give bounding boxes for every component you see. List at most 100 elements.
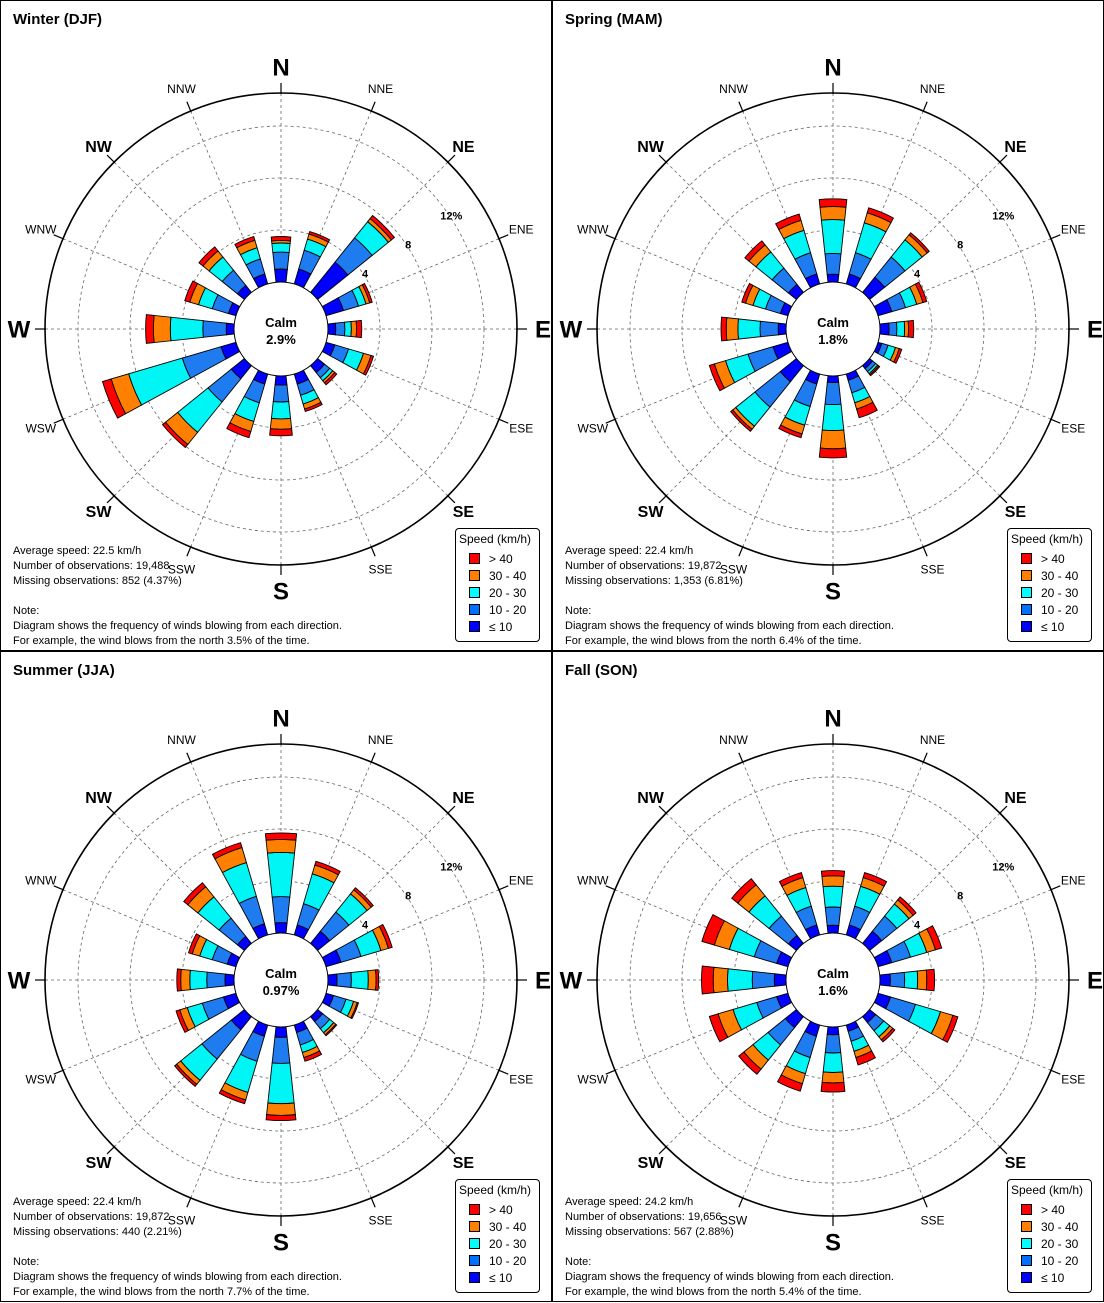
compass-label-ese: ESE <box>1061 422 1085 436</box>
petal-segment-n-bin2 <box>820 219 846 255</box>
petal-segment-sw-bin4 <box>738 1051 762 1075</box>
petal-segment-nnw-bin4 <box>211 842 243 860</box>
stat-missing: Missing observations: 1,353 (6.81%) <box>565 575 743 587</box>
petal-segment-w-bin2 <box>189 969 208 991</box>
legend-item: 20 - 30 <box>1021 586 1078 602</box>
calm-value: 1.8% <box>818 332 848 347</box>
legend-label: > 40 <box>1041 552 1065 566</box>
petal-segment-ese-bin4 <box>350 1001 360 1020</box>
compass-tick <box>106 494 116 504</box>
legend-label: 10 - 20 <box>1041 603 1079 617</box>
legend-item: ≤ 10 <box>469 620 512 636</box>
speed-legend: Speed (km/h) > 40 30 - 40 20 - 30 10 - 20 ≤ 1… <box>1007 528 1092 642</box>
legend-swatch <box>1021 604 1032 616</box>
compass-label-w: W <box>8 967 31 994</box>
compass-label-e: E <box>535 316 551 343</box>
petal-segment-s-bin2 <box>821 403 845 432</box>
petal-segment-sse-bin4 <box>303 401 323 413</box>
petal-segment-n-bin0 <box>274 922 288 934</box>
petal-segment-nne-bin4 <box>862 871 888 887</box>
legend-label: 30 - 40 <box>1041 1220 1079 1234</box>
compass-label-se: SE <box>1005 504 1027 521</box>
legend-swatch <box>469 604 480 616</box>
compass-label-ene: ENE <box>1061 874 1086 888</box>
legend-label: 30 - 40 <box>1041 569 1079 583</box>
compass-tick <box>497 234 509 240</box>
legend-swatch <box>1021 587 1032 599</box>
petal-segment-e-bin1 <box>336 972 352 988</box>
note-block: Note: Diagram shows the frequency of wind… <box>13 604 342 649</box>
note-line2: For example, the wind blows from the nor… <box>565 1286 862 1298</box>
compass-tick <box>605 1069 617 1075</box>
petal-segment-e-bin3 <box>350 320 358 338</box>
note-line2: For example, the wind blows from the nor… <box>13 1286 310 1298</box>
legend-label: > 40 <box>489 552 513 566</box>
petal-segment-nw-bin4 <box>198 246 219 267</box>
compass-label-sw: SW <box>638 504 665 521</box>
calm-value: 1.6% <box>818 983 848 998</box>
legend-label: ≤ 10 <box>1041 620 1065 634</box>
stat-observations: Number of observations: 19,872 <box>565 560 722 572</box>
grid-ring <box>181 229 381 429</box>
compass-label-e: E <box>1087 316 1103 343</box>
calm-label: Calm <box>817 315 849 330</box>
compass-tick <box>370 101 376 113</box>
legend-item: 20 - 30 <box>469 1237 526 1253</box>
legend-label: ≤ 10 <box>489 620 513 634</box>
petal-segment-s-bin1 <box>824 381 842 406</box>
petal-segment-s-bin4 <box>269 428 293 437</box>
petal-segment-sw-bin4 <box>161 421 189 449</box>
compass-label-ne: NE <box>1004 790 1027 807</box>
compass-label-nne: NNE <box>368 82 393 96</box>
legend-item: > 40 <box>469 552 513 568</box>
compass-tick <box>605 234 617 240</box>
note-line2: For example, the wind blows from the nor… <box>565 635 862 647</box>
petal-segment-s-bin4 <box>820 1081 846 1093</box>
compass-label-wnw: WNW <box>25 874 57 888</box>
legend-item: ≤ 10 <box>1021 620 1064 636</box>
legend-item: 10 - 20 <box>1021 1254 1078 1270</box>
petal-segment-wnw-bin4 <box>741 282 754 304</box>
compass-tick <box>53 885 65 891</box>
petal-segment-nne-bin4 <box>308 230 331 243</box>
petal-segment-wnw-bin4 <box>184 280 199 303</box>
compass-label-n: N <box>824 705 841 732</box>
petal-segment-wsw-bin4 <box>175 1009 189 1033</box>
note-line1: Diagram shows the frequency of winds blo… <box>13 620 342 632</box>
note-line1: Diagram shows the frequency of winds blo… <box>565 1271 894 1283</box>
grid-spoke <box>876 346 1052 420</box>
compass-label-sse: SSE <box>920 562 944 576</box>
panel-spring: Spring (MAM) Calm 1.8% 4 8 12% N NNE NE ENE E ESE SE… <box>552 0 1104 651</box>
compass-label-nnw: NNW <box>719 82 748 96</box>
stat-missing: Missing observations: 440 (2.21%) <box>13 1226 182 1238</box>
petal-segment-w-bin4 <box>176 968 182 992</box>
compass-tick <box>922 545 928 557</box>
petal-segment-sse-bin4 <box>303 1050 323 1062</box>
wind-rose-svg: Calm0.97%4812%NNNENEENEEESESESSESSSWSWWS… <box>8 705 551 1256</box>
petal-segment-w-bin1 <box>759 320 780 338</box>
legend-item: 20 - 30 <box>469 586 526 602</box>
speed-legend: Speed (km/h) > 40 30 - 40 20 - 30 10 - 20 ≤ 1… <box>1007 1179 1092 1293</box>
petal-segment-s-bin1 <box>824 1033 842 1054</box>
petal-segment-nne-bin4 <box>866 207 895 224</box>
note-line1: Diagram shows the frequency of winds blo… <box>13 1271 342 1283</box>
compass-tick <box>370 545 376 557</box>
petal-segment-e-bin4 <box>355 319 363 339</box>
ring-label: 8 <box>405 240 411 252</box>
compass-tick <box>53 234 65 240</box>
petal-segment-nnw-bin4 <box>778 871 804 887</box>
ring-label: 12% <box>440 210 462 222</box>
petal-segment-s-bin0 <box>826 375 840 383</box>
petal-segment-e-bin2 <box>896 320 906 338</box>
stat-observations: Number of observations: 19,656 <box>565 1211 722 1223</box>
petal-segment-nw-bin4 <box>731 878 757 904</box>
petal-segment-s-bin0 <box>274 1026 288 1038</box>
compass-tick <box>738 545 744 557</box>
petal-segment-w-bin3 <box>712 966 729 994</box>
petal-segment-sse-bin4 <box>855 1050 877 1066</box>
compass-label-sse: SSE <box>920 1213 944 1227</box>
petal-segment-s-bin2 <box>270 401 292 420</box>
compass-label-s: S <box>825 578 841 605</box>
petal-segment-w-bin4 <box>145 314 155 344</box>
